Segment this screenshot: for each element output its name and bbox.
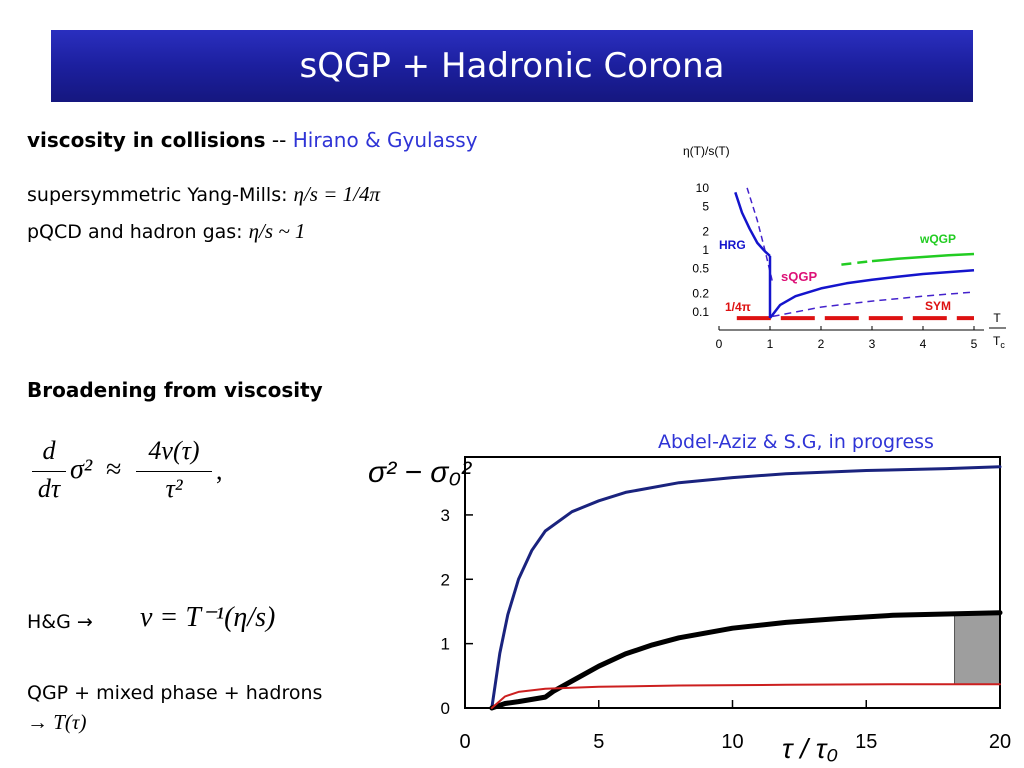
y-tick-label: 1 — [441, 635, 450, 654]
x-tick-label: 5 — [593, 731, 604, 753]
broadening-formula: d dτ σ² ≈ 4ν(τ) τ² , — [30, 436, 230, 511]
inset-x-label-tc: Tc — [993, 334, 1005, 350]
slide-title: sQGP + Hadronic Corona — [299, 46, 725, 86]
main-plot-area: 0 5 10 15 20 0 1 2 3 — [441, 456, 1011, 753]
inset-x-tick-label: 3 — [869, 337, 876, 351]
inset-y-tick-label: 5 — [702, 200, 709, 214]
x-tick-label: 15 — [855, 731, 877, 753]
inset-x-tick-label: 0 — [716, 337, 723, 351]
wqgp-curve — [871, 252, 975, 263]
inset-y-tick-label: 10 — [696, 181, 710, 195]
uncertainty-band — [954, 612, 1001, 685]
qgp-line: QGP + mixed phase + hadrons — [27, 682, 323, 704]
hrg-curve — [734, 191, 771, 257]
credit-text: Abdel-Aziz & S.G, in progress — [658, 431, 934, 453]
inset-x-label-sub: c — [1000, 340, 1005, 350]
sqgp-curve — [769, 269, 975, 319]
sym-equation: η/s = 1/4π — [293, 182, 380, 206]
inset-x-tick-label: 1 — [767, 337, 774, 351]
inset-x-tick-label: 4 — [920, 337, 927, 351]
eta-s-inset-chart: η(T)/s(T) 0 1 2 3 4 5 10 5 2 1 0.5 0.2 0.1 T Tc HRG sQGP… — [683, 144, 1006, 351]
inset-y-tick-label: 0.2 — [692, 286, 709, 300]
formula-comma: , — [216, 456, 223, 485]
y-tick-label: 3 — [441, 506, 450, 525]
inset-plot-area: 0 1 2 3 4 5 10 5 2 1 0.5 0.2 0.1 T Tc HRG sQGP wQGP 1/4π SY… — [692, 181, 1006, 351]
x-tick-label: 0 — [459, 731, 470, 753]
y-tick-label: 0 — [441, 699, 450, 718]
formula-lhs-bar — [32, 471, 66, 472]
pqcd-equation: η/s ~ 1 — [248, 219, 306, 243]
main-x-axis-label: τ / τ₀ — [782, 733, 838, 764]
black-curve — [489, 610, 1003, 711]
formula-rhs-num: 4ν(τ) — [148, 436, 200, 465]
inset-y-tick-label: 0.5 — [692, 262, 709, 276]
title-bar: sQGP + Hadronic Corona — [51, 30, 973, 102]
viscosity-heading: viscosity in collisions — [27, 128, 266, 152]
annotation-quarter-pi: 1/4π — [725, 300, 751, 314]
hg-label: H&G → — [27, 611, 93, 633]
hg-equation: ν = T⁻¹(η/s) — [140, 602, 276, 633]
sym-line: supersymmetric Yang-Mills: η/s = 1/4π — [27, 182, 380, 207]
pqcd-line: pQCD and hadron gas: η/s ~ 1 — [27, 219, 305, 244]
formula-lhs-den: dτ — [37, 474, 61, 503]
x-tick-label: 20 — [989, 731, 1011, 753]
hirano-gyulassy-ref: Hirano & Gyulassy — [292, 128, 478, 152]
y-tick-label: 2 — [441, 570, 450, 589]
inset-y-tick-label: 2 — [702, 224, 709, 238]
inset-x-tick-label: 2 — [818, 337, 825, 351]
main-y-axis-label: σ² − σ₀² — [368, 456, 472, 489]
annotation-hrg: HRG — [719, 238, 746, 252]
qgp-arrow: → T(τ) — [27, 710, 87, 734]
sym-label: supersymmetric Yang-Mills: — [27, 184, 294, 206]
formula-approx: ≈ — [106, 454, 122, 485]
inset-y-tick-label: 1 — [702, 243, 709, 257]
broadening-heading: Broadening from viscosity — [27, 378, 323, 402]
x-tick-label: 10 — [721, 731, 743, 753]
red-curve — [490, 683, 1001, 709]
inset-y-tick-label: 0.1 — [692, 305, 709, 319]
broadening-chart: σ² − σ₀² 0 5 10 15 20 0 1 2 3 τ / τ₀ — [368, 456, 1011, 764]
inset-x-tick-label: 5 — [971, 337, 978, 351]
annotation-wqgp: wQGP — [919, 232, 956, 246]
heading-separator: -- — [265, 128, 293, 152]
qgp-dashed-curve — [772, 291, 975, 318]
annotation-sqgp: sQGP — [781, 269, 817, 284]
pqcd-label: pQCD and hadron gas: — [27, 221, 249, 243]
inset-y-axis-label: η(T)/s(T) — [683, 144, 730, 158]
formula-rhs-den: τ² — [165, 474, 183, 503]
formula-rhs-bar — [136, 471, 212, 472]
annotation-sym: SYM — [925, 299, 951, 313]
wqgp-curve-dashed — [841, 259, 873, 266]
formula-sigma: σ² — [70, 454, 93, 485]
viscosity-heading-line: viscosity in collisions -- Hirano & Gyul… — [27, 128, 478, 152]
formula-lhs-num: d — [42, 436, 56, 465]
navy-curve — [490, 465, 1002, 710]
inset-x-label-t: T — [993, 311, 1001, 325]
main-plot-frame — [464, 456, 1001, 709]
